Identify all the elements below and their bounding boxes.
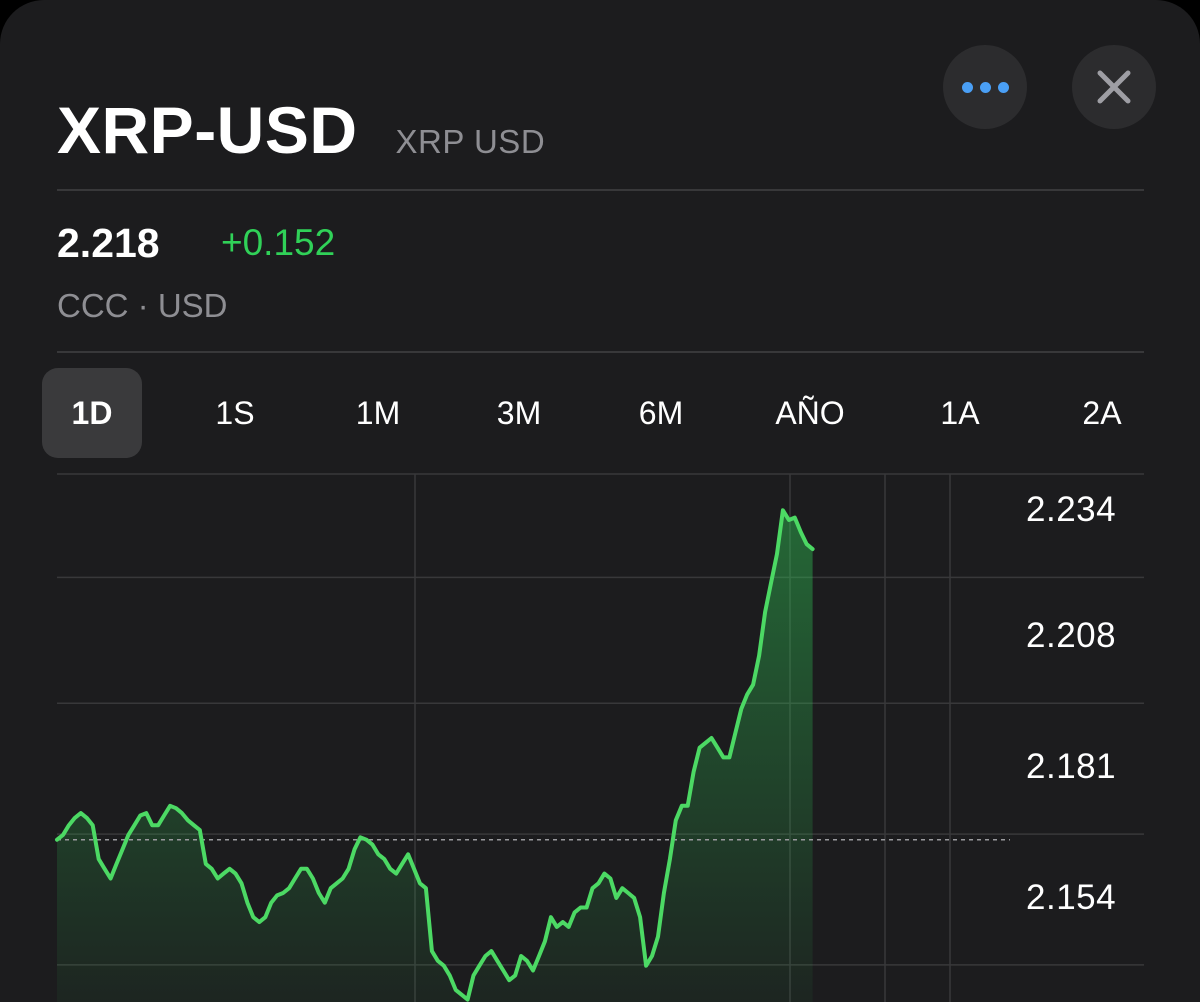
price-line [55,508,815,1002]
tab-3m[interactable]: 3M [496,395,542,431]
more-button[interactable] [943,45,1027,129]
exchange-currency: CCC · USD [57,287,228,324]
close-button[interactable] [1072,45,1156,129]
y-axis-label: 2.181 [1026,747,1117,787]
current-price: 2.218 [57,220,160,266]
ticker-name: XRP USD [395,123,546,160]
close-icon [1097,70,1131,104]
price-change: +0.152 [221,222,336,263]
y-axis-label: 2.208 [1026,616,1117,656]
tab-1a[interactable]: 1A [940,395,980,431]
range-tabs: 1D 1S 1M 3M 6M AÑO 1A 2A [42,368,1162,458]
header-divider [57,189,1144,191]
quote-divider [57,351,1144,353]
tab-ano[interactable]: AÑO [775,395,845,431]
tab-1m[interactable]: 1M [355,395,401,431]
quote-header: XRP-USD XRP USD [57,92,545,168]
tab-2a[interactable]: 2A [1082,395,1122,431]
y-axis-label: 2.154 [1026,877,1117,917]
ticker-symbol: XRP-USD [57,93,358,167]
tab-1d[interactable]: 1D [42,368,142,458]
more-icon [961,81,1009,93]
tab-6m[interactable]: 6M [638,395,684,431]
price-area [57,510,813,1002]
y-axis-label: 2.234 [1026,490,1117,530]
tab-1s[interactable]: 1S [215,395,255,431]
